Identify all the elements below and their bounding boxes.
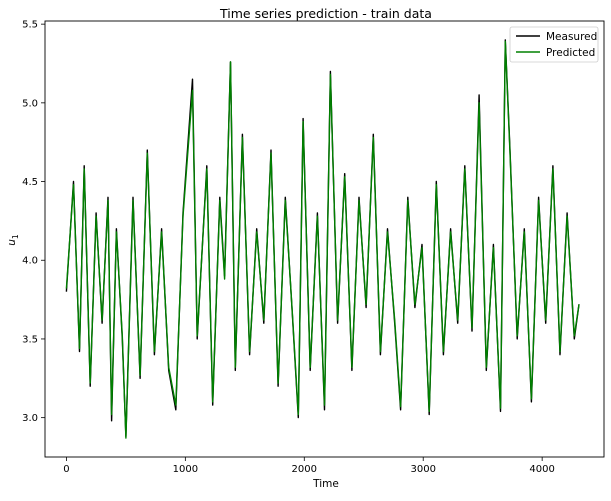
series-line-predicted	[65, 40, 580, 439]
y-axis-label-subscript: 1	[11, 234, 20, 239]
y-axis: 3.0 3.5 4.0 4.5 5.0 5.5	[22, 20, 45, 424]
x-tick-label: 2000	[292, 464, 317, 475]
legend: Measured Predicted	[509, 26, 599, 63]
x-tick-label: 4000	[529, 464, 554, 475]
x-axis: 0 1000 2000 3000 4000	[63, 457, 555, 475]
plot-frame	[44, 20, 605, 458]
x-tick-label: 1000	[173, 464, 198, 475]
x-tick-label: 0	[63, 464, 69, 475]
y-tick-label: 5.5	[22, 20, 38, 31]
y-axis-label-main: u	[6, 239, 18, 246]
y-tick-label: 3.0	[22, 413, 38, 424]
series-group	[65, 39, 580, 439]
x-tick-label: 3000	[410, 464, 435, 475]
plot-area	[44, 20, 605, 458]
y-tick-label: 4.0	[22, 256, 38, 267]
y-tick-label: 3.5	[22, 334, 38, 345]
x-axis-label: Time	[312, 478, 339, 490]
y-tick-label: 5.0	[22, 98, 38, 109]
svg-text:u1: u1	[6, 234, 20, 246]
y-tick-label: 4.5	[22, 177, 38, 188]
legend-label-measured: Measured	[546, 31, 597, 43]
legend-label-predicted: Predicted	[546, 47, 595, 59]
chart-title: Time series prediction - train data	[219, 6, 432, 21]
y-axis-label: u1	[6, 234, 20, 246]
